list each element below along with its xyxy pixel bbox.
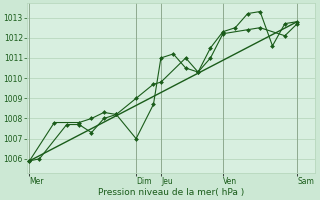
X-axis label: Pression niveau de la mer( hPa ): Pression niveau de la mer( hPa ) — [98, 188, 244, 197]
